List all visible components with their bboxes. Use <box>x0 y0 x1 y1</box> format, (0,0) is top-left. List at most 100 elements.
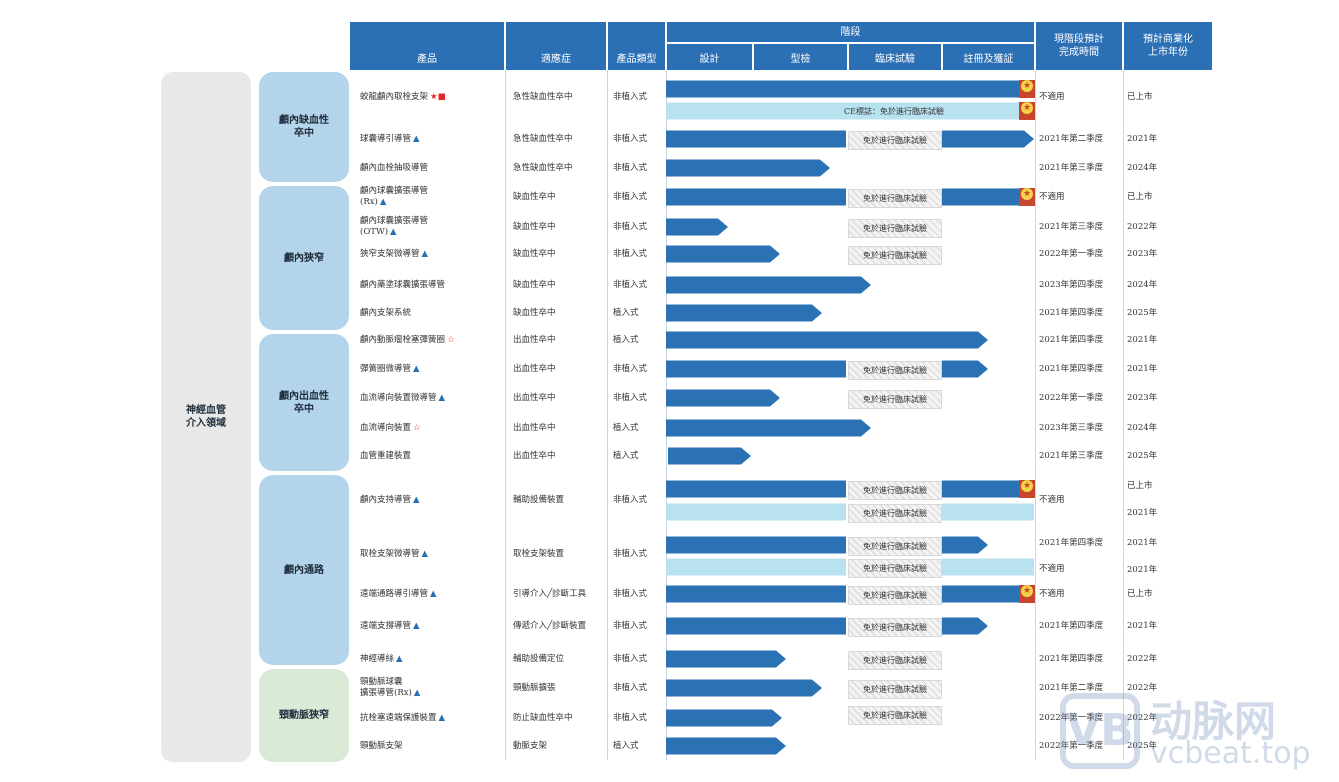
product-label: 彈簧圈微導管 <box>360 364 412 374</box>
stage-bar <box>666 709 782 727</box>
product-marks: ▲ <box>413 364 420 374</box>
product-marks: ▲ <box>413 688 421 698</box>
clinical-exempt-label: 免於進行臨床試驗 <box>848 360 942 380</box>
indication: 缺血性卒中 <box>513 280 556 290</box>
product-type: 非植入式 <box>613 249 648 259</box>
product-type: 非植入式 <box>613 713 648 723</box>
indication: 取栓支架裝置 <box>513 549 565 559</box>
launch-year: 2021年 <box>1127 134 1158 144</box>
product-marks: ★■ <box>430 92 446 102</box>
launch-year: 已上市 <box>1127 92 1153 102</box>
completion-time: 2023年第三季度 <box>1039 423 1104 433</box>
product-name: 顱內支持導管 ▲ <box>360 495 420 506</box>
clinical-exempt-label: 免於進行臨床試驗 <box>848 585 942 605</box>
launched-flag-icon <box>1019 585 1035 603</box>
light-bar <box>942 503 1034 521</box>
product-name: 彈簧圈微導管 ▲ <box>360 364 420 375</box>
product-type: 植入式 <box>613 741 639 751</box>
category-hemorrhagic-stroke: 顱內出血性 卒中 <box>259 334 349 471</box>
product-marks: ▲ <box>396 654 403 664</box>
product-label: 蛟龍顱內取栓支架 <box>360 92 429 102</box>
clinical-exempt-label: 免於進行臨床試驗 <box>848 130 942 150</box>
product-type: 非植入式 <box>613 364 648 374</box>
product-marks: ▲ <box>421 549 429 559</box>
clinical-exempt-label: 免於進行臨床試驗 <box>848 650 942 670</box>
watermark-domain: vcbeat.top <box>1150 736 1311 771</box>
completion-time: 2022年第一季度 <box>1039 393 1104 403</box>
indication: 動脈支架 <box>513 741 548 751</box>
stage-bar <box>666 480 846 498</box>
product-type: 非植入式 <box>613 222 648 232</box>
completion-time: 2021年第四季度 <box>1039 364 1104 374</box>
stage-bar <box>942 536 988 554</box>
stage-bar <box>942 617 988 635</box>
completion-time: 2021年第三季度 <box>1039 222 1104 232</box>
indication: 缺血性卒中 <box>513 308 556 318</box>
stage-bar <box>666 536 846 554</box>
completion-time: 不適用 <box>1039 564 1065 574</box>
product-type: 非植入式 <box>613 134 648 144</box>
product-label: 血管重建裝置 <box>360 451 412 461</box>
product-marks: ▲ <box>379 197 387 207</box>
completion-time: 2021年第二季度 <box>1039 683 1104 693</box>
completion-time: 2021年第三季度 <box>1039 163 1104 173</box>
launch-year: 2021年 <box>1127 335 1158 345</box>
launched-flag-icon <box>1019 102 1035 120</box>
indication: 出血性卒中 <box>513 393 556 403</box>
stage-bar <box>666 276 871 294</box>
launch-year: 2021年 <box>1127 538 1158 548</box>
completion-time: 2021年第四季度 <box>1039 654 1104 664</box>
stage-bar <box>666 679 822 697</box>
launch-year: 2022年 <box>1127 222 1158 232</box>
header-clinical: 臨床試驗 <box>849 44 941 70</box>
product-name: 遠端支撐導管 ▲ <box>360 621 420 632</box>
product-type: 非植入式 <box>613 192 648 202</box>
launch-year: 2024年 <box>1127 423 1158 433</box>
product-label: 狹窄支架微導管 <box>360 249 420 259</box>
stage-bar <box>666 159 830 177</box>
stage-bar <box>666 585 846 603</box>
header-design: 設計 <box>667 44 752 70</box>
product-name: 遠端通路導引導管 ▲ <box>360 589 437 600</box>
product-name: 顱內球囊擴張導管 (Rx) ▲ <box>360 186 428 208</box>
product-name: 顱內球囊擴張導管 (OTW) ▲ <box>360 216 428 238</box>
product-label: 神經導絲 <box>360 654 395 664</box>
stage-bar <box>666 245 780 263</box>
clinical-exempt-label: 免於進行臨床試驗 <box>848 389 942 409</box>
clinical-exempt-label: 免於進行臨床試驗 <box>848 617 942 637</box>
header-type-test: 型檢 <box>754 44 847 70</box>
launch-year: 2023年 <box>1127 393 1158 403</box>
product-type: 非植入式 <box>613 393 648 403</box>
clinical-exempt-label: 免於進行臨床試驗 <box>848 218 942 238</box>
product-label: 顱內支架系統 <box>360 308 412 318</box>
product-type: 植入式 <box>613 335 639 345</box>
completion-time: 2022年第一季度 <box>1039 249 1104 259</box>
completion-time: 2021年第二季度 <box>1039 134 1104 144</box>
product-marks: ▲ <box>390 227 397 237</box>
product-marks: ☆ <box>413 423 421 433</box>
indication: 缺血性卒中 <box>513 249 556 259</box>
launch-year: 2024年 <box>1127 280 1158 290</box>
indication: 防止缺血性卒中 <box>513 713 573 723</box>
product-name: 狹窄支架微導管 ▲ <box>360 249 428 260</box>
stage-bar <box>666 218 728 236</box>
product-marks: ▲ <box>413 495 420 505</box>
product-type: 非植入式 <box>613 549 648 559</box>
col-sep <box>607 70 608 760</box>
clinical-exempt-label: 免於進行臨床試驗 <box>848 558 942 578</box>
product-label: 取栓支架微導管 <box>360 549 420 559</box>
col-sep <box>666 70 667 760</box>
product-marks: ▲ <box>438 393 446 403</box>
stage-bar <box>666 389 780 407</box>
completion-time: 2023年第四季度 <box>1039 280 1104 290</box>
completion-time: 2022年第一季度 <box>1039 741 1104 751</box>
clinical-exempt-label: CE標誌：免於進行臨床試驗 <box>844 106 944 116</box>
product-label: 頸動脈支架 <box>360 741 403 751</box>
product-type: 非植入式 <box>613 654 648 664</box>
completion-time: 不適用 <box>1039 92 1065 102</box>
launch-year: 2023年 <box>1127 249 1158 259</box>
indication: 傳遞介入╱診斷裝置 <box>513 621 587 631</box>
stage-bar <box>666 360 846 378</box>
col-sep <box>1123 70 1124 760</box>
indication: 輔助設備定位 <box>513 654 565 664</box>
